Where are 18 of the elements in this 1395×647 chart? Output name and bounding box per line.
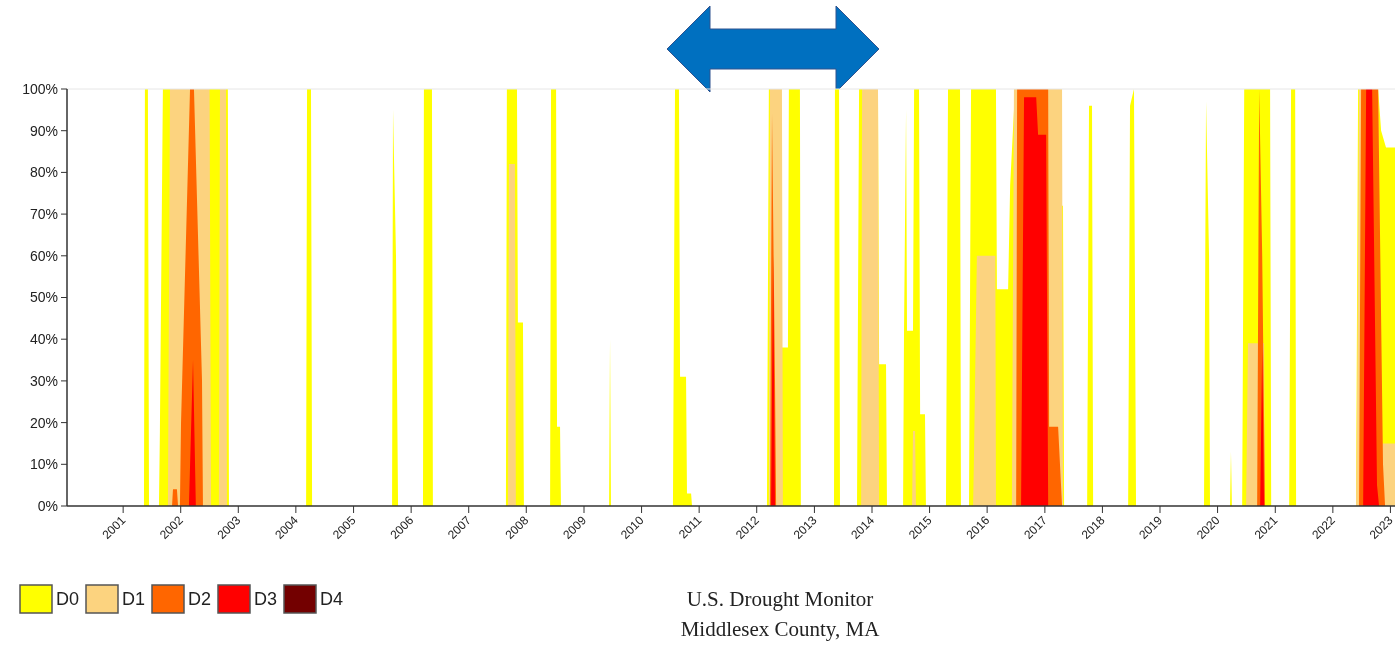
- y-tick-label: 10%: [29, 456, 58, 473]
- legend-label: D2: [188, 589, 212, 610]
- y-tick-label: 50%: [29, 289, 58, 306]
- y-tick-label: 40%: [29, 331, 58, 348]
- text: U.S. Drought Monitor: [686, 587, 874, 611]
- legend-label: D4: [320, 589, 344, 610]
- text: Middlesex County, MA: [680, 617, 881, 641]
- y-tick-label: 100%: [22, 80, 58, 97]
- y-tick-label: 70%: [29, 206, 58, 222]
- legend-label: D3: [254, 589, 278, 610]
- legend-label: D1: [122, 589, 146, 610]
- y-tick-label: 60%: [29, 247, 58, 264]
- y-tick-label: 90%: [29, 122, 58, 139]
- y-tick-label: 30%: [29, 372, 58, 389]
- y-tick-label: 20%: [29, 414, 58, 431]
- y-tick-label: 80%: [29, 164, 58, 181]
- y-tick-label: 0%: [37, 497, 58, 514]
- legend-label: D0: [56, 589, 80, 610]
